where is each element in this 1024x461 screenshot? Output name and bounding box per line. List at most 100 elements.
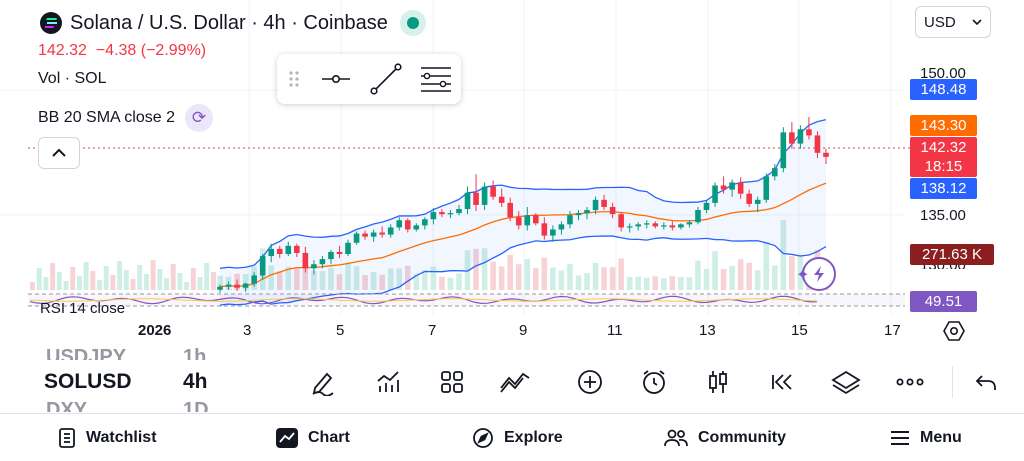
bb-legend[interactable]: BB 20 SMA close 2 ⟳	[38, 104, 213, 132]
candle	[661, 225, 667, 227]
volume-bar	[103, 266, 109, 290]
layers-button[interactable]	[830, 366, 862, 398]
drag-handle-icon[interactable]	[277, 54, 311, 104]
collapse-legend-button[interactable]	[38, 137, 80, 169]
price-chart[interactable]	[0, 0, 1024, 350]
compare-button[interactable]	[499, 366, 531, 398]
undo-button[interactable]	[970, 366, 1002, 398]
volume-bar	[170, 264, 176, 290]
replay-button[interactable]	[766, 366, 798, 398]
volume-bar	[370, 272, 377, 290]
candle	[336, 251, 343, 254]
volume-bar	[584, 273, 590, 290]
candle	[345, 242, 351, 254]
candle	[217, 286, 223, 290]
drawing-toolbar[interactable]	[277, 54, 461, 104]
nav-watchlist[interactable]: Watchlist	[58, 414, 157, 461]
undo-icon	[975, 375, 996, 390]
nav-menu[interactable]: Menu	[890, 414, 962, 461]
currency-label: USD	[924, 13, 956, 31]
interval-prev[interactable]: 1h	[183, 346, 207, 360]
volume-bar	[507, 254, 513, 290]
volume-bar	[609, 267, 616, 290]
volume-bar	[117, 261, 123, 290]
horizontal-line-tool-icon[interactable]	[311, 54, 361, 104]
candle	[413, 225, 420, 230]
drawing-tools-button[interactable]	[307, 366, 339, 398]
volume-bar	[177, 273, 183, 290]
symbol-title-row[interactable]: Solana / U.S. Dollar · 4h · Coinbase	[40, 10, 426, 36]
volume-bar	[36, 268, 42, 290]
volume-bar	[276, 271, 283, 290]
symbol-selector[interactable]: SOLUSD	[44, 370, 132, 393]
volume-bar	[387, 268, 394, 290]
price-axis-label: 150.00	[920, 65, 966, 82]
rsi-legend[interactable]: RSI 14 close	[40, 300, 126, 314]
interval-selector[interactable]: 4h	[183, 370, 208, 393]
candle	[575, 213, 582, 216]
menu-icon	[891, 431, 909, 445]
time-axis-label: 7	[428, 322, 437, 339]
volume-bar	[669, 276, 676, 290]
time-axis-label: 3	[243, 322, 252, 339]
volume-bar	[76, 276, 82, 290]
candle	[430, 212, 437, 220]
volume-tag: 271.63 K	[910, 244, 994, 265]
last-price: 142.32	[38, 42, 87, 59]
toolbar-divider	[952, 366, 953, 398]
volume-bar	[43, 277, 49, 290]
compare-icon	[500, 372, 530, 393]
price-change-line: 142.32 −4.38 (−2.99%)	[38, 42, 206, 60]
candle	[609, 206, 616, 215]
symbol-next[interactable]: DXY	[46, 402, 87, 412]
interval-next[interactable]: 1D	[183, 402, 209, 412]
drawing-settings-icon[interactable]	[411, 54, 461, 104]
flash-alert-icon[interactable]	[802, 257, 836, 291]
volume-bar	[635, 276, 642, 290]
symbol-prev[interactable]: USDJPY	[46, 346, 127, 360]
pen-icon	[312, 372, 334, 396]
indicators-button[interactable]	[372, 366, 404, 398]
symbol-title[interactable]: Solana / U.S. Dollar · 4h · Coinbase	[70, 11, 388, 34]
chart-area[interactable]: Solana / U.S. Dollar · 4h · Coinbase 142…	[0, 0, 1024, 350]
chart-settings-icon[interactable]	[943, 320, 965, 347]
volume-legend[interactable]: Vol · SOL	[38, 70, 107, 87]
candle-countdown: 18:15	[924, 158, 963, 175]
refresh-icon[interactable]: ⟳	[184, 104, 213, 132]
add-button[interactable]	[574, 366, 606, 398]
nav-explore[interactable]: Explore	[472, 414, 563, 461]
volume-bar	[661, 278, 667, 290]
candle	[541, 223, 548, 236]
trend-line-tool-icon[interactable]	[361, 54, 411, 104]
volume-bar	[336, 274, 343, 290]
volume-bar	[464, 250, 471, 290]
nav-community[interactable]: Community	[664, 414, 786, 461]
community-icon	[664, 429, 688, 447]
candle	[515, 217, 522, 226]
volume-bar	[678, 276, 684, 290]
candle	[703, 202, 710, 211]
volume-bar	[456, 273, 462, 290]
volume-bar	[473, 248, 479, 290]
volume-bar	[558, 270, 565, 290]
layouts-button[interactable]	[436, 366, 468, 398]
candle	[353, 233, 360, 243]
candle	[498, 196, 505, 203]
volume-bar	[123, 270, 129, 290]
volume-bar	[481, 248, 488, 290]
rsi-ma-line	[29, 298, 817, 302]
more-button[interactable]	[894, 366, 926, 398]
volume-bar	[137, 265, 143, 290]
candle	[439, 212, 445, 215]
volume-bar	[50, 263, 56, 290]
market-status-icon[interactable]	[399, 10, 426, 36]
candle	[720, 185, 727, 190]
candle	[533, 215, 539, 224]
candle	[447, 213, 454, 215]
chart-type-button[interactable]	[702, 366, 734, 398]
currency-selector[interactable]: USD	[915, 6, 991, 38]
alerts-button[interactable]	[638, 366, 670, 398]
volume-bar	[789, 256, 795, 290]
candle	[746, 193, 752, 204]
nav-chart[interactable]: Chart	[276, 414, 350, 461]
